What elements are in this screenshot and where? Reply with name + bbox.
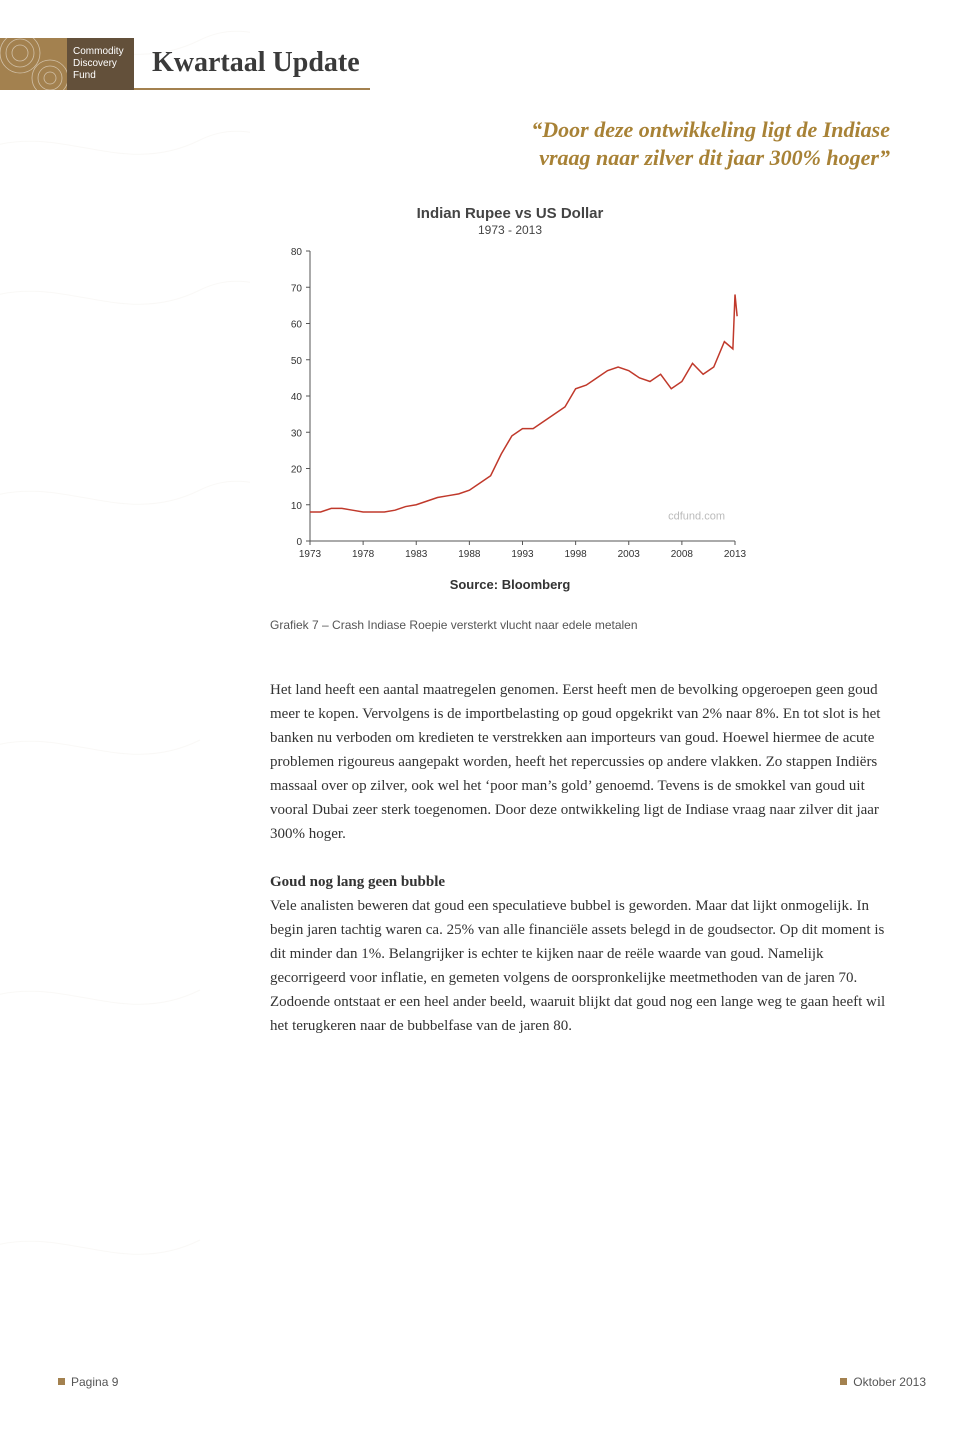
svg-text:2008: 2008 bbox=[671, 549, 694, 560]
svg-text:50: 50 bbox=[291, 356, 303, 367]
bullet-icon bbox=[840, 1378, 847, 1385]
page-title-block: Kwartaal Update bbox=[134, 38, 370, 90]
svg-text:60: 60 bbox=[291, 320, 303, 331]
svg-text:1998: 1998 bbox=[565, 549, 588, 560]
line-chart: 0 10 20 30 40 50 60 70 80 1973 1978 1983 1988 1993 199… bbox=[270, 241, 750, 571]
topo-background bbox=[0, 0, 250, 1441]
logo-topo-icon bbox=[0, 38, 67, 90]
brand-line2: Discovery bbox=[73, 58, 128, 70]
brand-line1: Commodity bbox=[73, 46, 128, 58]
svg-text:cdfund.com: cdfund.com bbox=[668, 510, 725, 522]
section-heading: Goud nog lang geen bubble bbox=[270, 870, 890, 894]
chart-title: Indian Rupee vs US Dollar bbox=[270, 205, 750, 223]
body-text: Het land heeft een aantal maatregelen ge… bbox=[270, 678, 890, 1038]
svg-text:1973: 1973 bbox=[299, 549, 322, 560]
svg-text:0: 0 bbox=[296, 537, 302, 548]
svg-text:1983: 1983 bbox=[405, 549, 428, 560]
page-title: Kwartaal Update bbox=[152, 47, 360, 79]
header: Commodity Discovery Fund Kwartaal Update bbox=[0, 38, 370, 90]
chart-source: Source: Bloomberg bbox=[270, 577, 750, 592]
date-label: Oktober 2013 bbox=[853, 1375, 926, 1389]
svg-text:1993: 1993 bbox=[511, 549, 534, 560]
svg-text:30: 30 bbox=[291, 428, 303, 439]
svg-text:20: 20 bbox=[291, 465, 303, 476]
footer: Pagina 9 Oktober 2013 bbox=[58, 1375, 926, 1389]
pull-quote: “Door deze ontwikkeling ligt de Indiase … bbox=[480, 116, 890, 172]
footer-date: Oktober 2013 bbox=[840, 1375, 926, 1389]
chart-caption: Grafiek 7 – Crash Indiase Roepie verster… bbox=[270, 618, 638, 632]
chart-subtitle: 1973 - 2013 bbox=[270, 223, 750, 237]
brand-name: Commodity Discovery Fund bbox=[67, 38, 134, 90]
svg-text:2013: 2013 bbox=[724, 549, 747, 560]
svg-text:1978: 1978 bbox=[352, 549, 375, 560]
svg-text:40: 40 bbox=[291, 392, 303, 403]
paragraph-2: Vele analisten beweren dat goud een spec… bbox=[270, 894, 890, 1038]
svg-text:2003: 2003 bbox=[618, 549, 641, 560]
bullet-icon bbox=[58, 1378, 65, 1385]
svg-text:1988: 1988 bbox=[458, 549, 481, 560]
footer-page: Pagina 9 bbox=[58, 1375, 118, 1389]
brand-line3: Fund bbox=[73, 70, 128, 82]
chart-container: Indian Rupee vs US Dollar 1973 - 2013 01… bbox=[270, 205, 750, 592]
svg-text:70: 70 bbox=[291, 283, 303, 294]
page-number: Pagina 9 bbox=[71, 1375, 118, 1389]
svg-text:10: 10 bbox=[291, 501, 303, 512]
paragraph-1: Het land heeft een aantal maatregelen ge… bbox=[270, 678, 890, 846]
svg-text:80: 80 bbox=[291, 247, 303, 258]
